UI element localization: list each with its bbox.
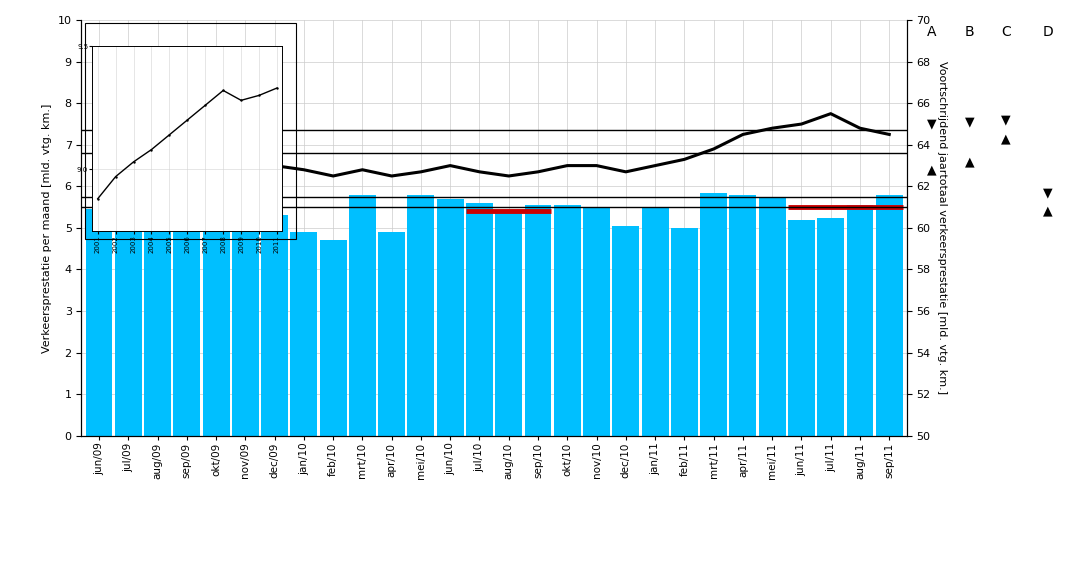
Text: D: D bbox=[1043, 25, 1053, 39]
Text: A: A bbox=[927, 25, 936, 39]
Text: ▲: ▲ bbox=[965, 155, 974, 168]
Text: ▼: ▼ bbox=[1001, 114, 1010, 126]
Bar bbox=[378, 232, 405, 436]
Bar bbox=[788, 220, 814, 436]
Bar bbox=[671, 228, 698, 436]
Text: ▼: ▼ bbox=[965, 115, 974, 129]
Bar bbox=[613, 226, 640, 436]
Bar bbox=[700, 193, 728, 436]
Text: ▲: ▲ bbox=[927, 163, 936, 176]
Bar bbox=[759, 197, 785, 436]
Bar bbox=[846, 205, 873, 436]
Bar bbox=[730, 194, 756, 436]
Bar bbox=[525, 205, 552, 436]
Bar bbox=[174, 203, 200, 436]
Bar bbox=[642, 207, 669, 436]
Text: ▲: ▲ bbox=[1001, 132, 1010, 145]
Bar bbox=[495, 211, 522, 436]
Y-axis label: Verkeersprestatie per maand [mld. vtg. km.]: Verkeersprestatie per maand [mld. vtg. k… bbox=[42, 103, 52, 353]
Bar bbox=[203, 205, 229, 436]
Bar bbox=[875, 194, 902, 436]
Text: ▼: ▼ bbox=[1044, 186, 1052, 199]
Bar bbox=[437, 199, 464, 436]
Text: B: B bbox=[965, 25, 974, 39]
Bar bbox=[232, 215, 258, 436]
Bar bbox=[583, 207, 610, 436]
Bar bbox=[554, 205, 581, 436]
Bar bbox=[290, 232, 317, 436]
Bar bbox=[466, 203, 493, 436]
Bar bbox=[261, 215, 288, 436]
Bar bbox=[349, 194, 376, 436]
Text: ▼: ▼ bbox=[927, 118, 936, 130]
Y-axis label: Voortschrijdend jaartotaal verkeersprestatie [mld. vtg. km.]: Voortschrijdend jaartotaal verkeersprest… bbox=[937, 61, 947, 395]
Bar bbox=[407, 194, 434, 436]
Bar bbox=[115, 203, 142, 436]
Text: C: C bbox=[1001, 25, 1010, 39]
Bar bbox=[818, 218, 844, 436]
Bar bbox=[319, 241, 346, 436]
Bar bbox=[144, 226, 171, 436]
Bar bbox=[86, 209, 113, 436]
Text: ▲: ▲ bbox=[1044, 205, 1052, 218]
